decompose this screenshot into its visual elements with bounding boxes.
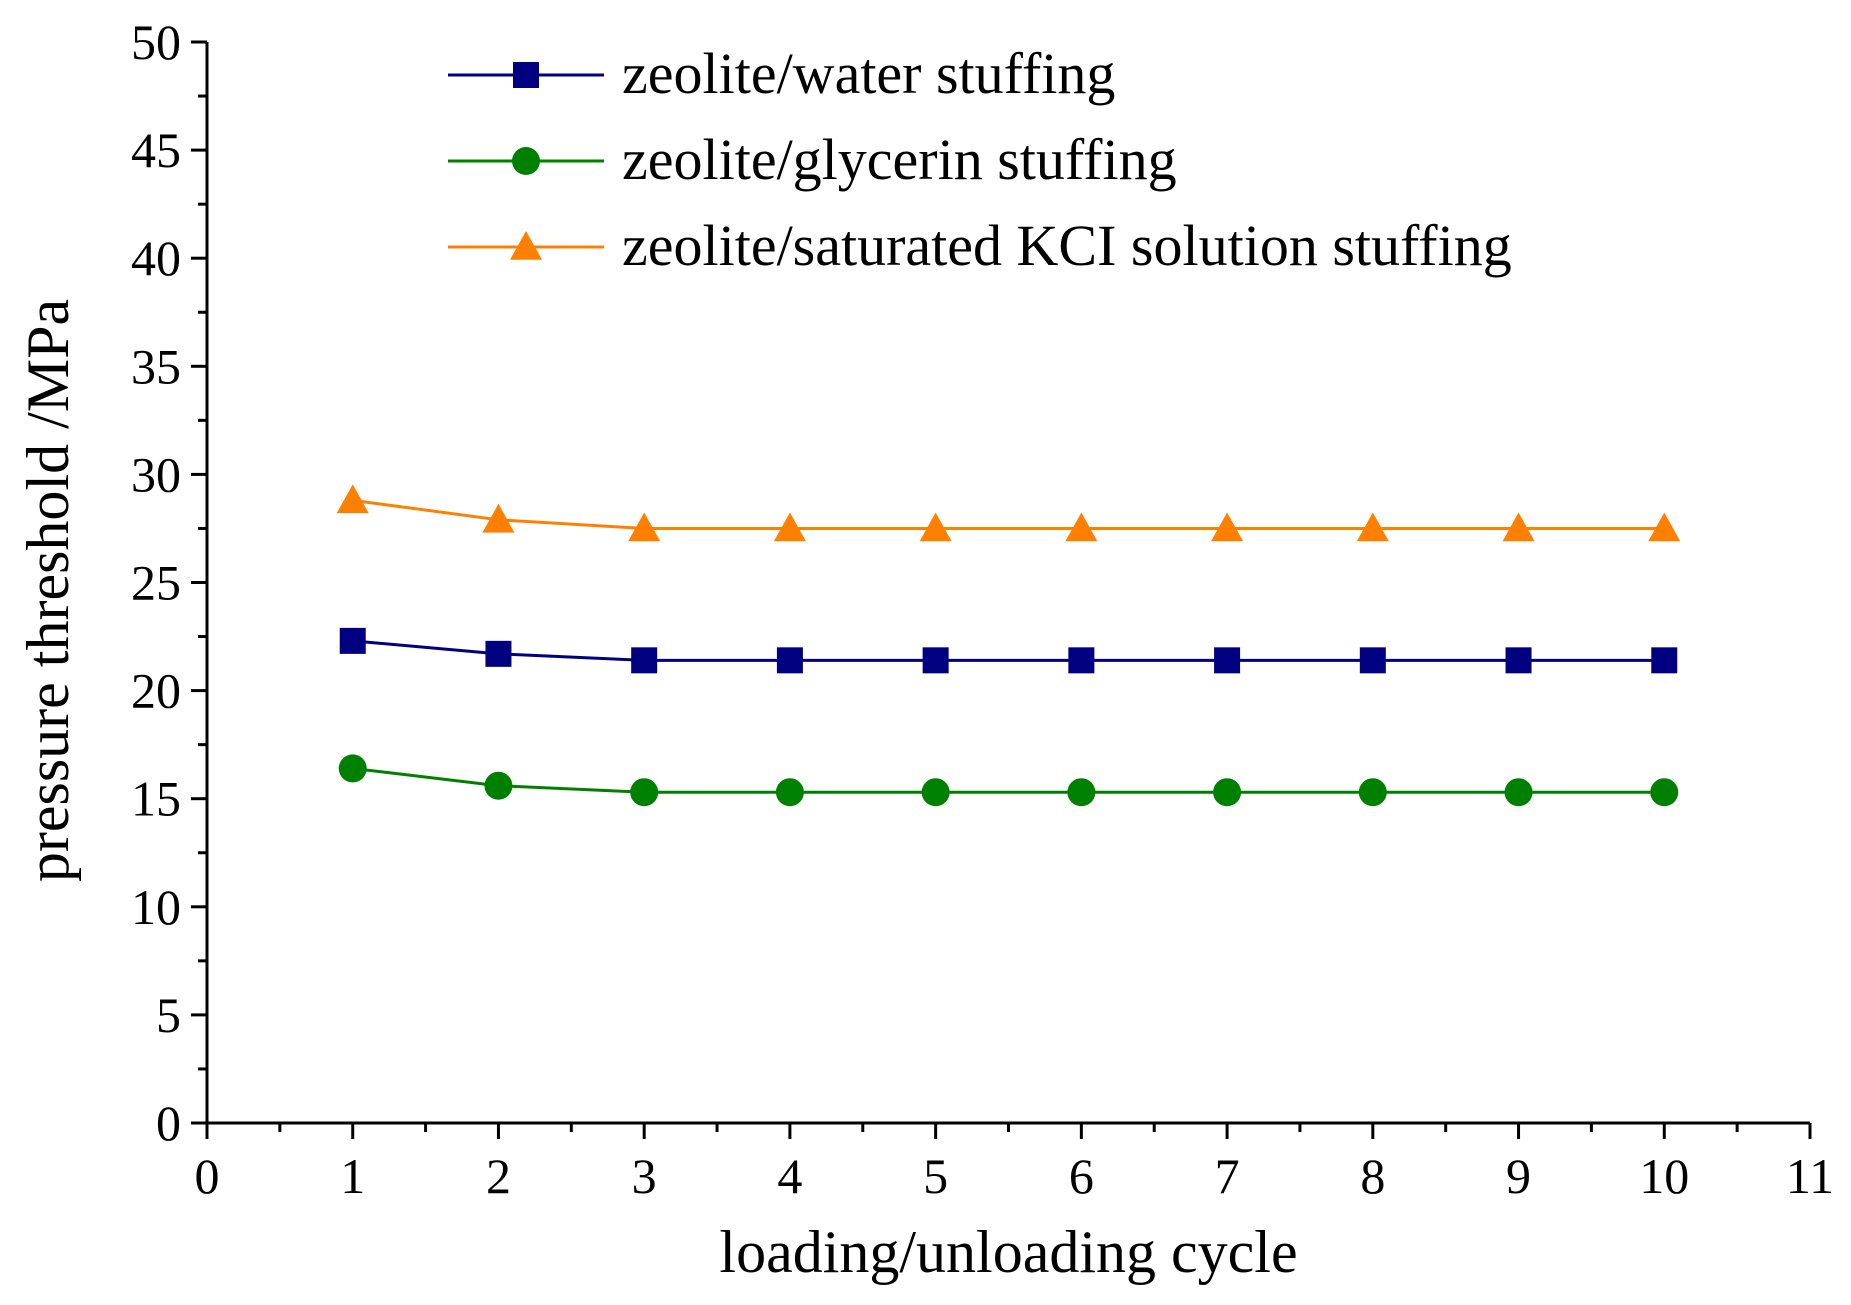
x-tick-label: 10 — [1639, 1148, 1689, 1204]
data-point — [1359, 647, 1386, 674]
x-tick-label: 11 — [1786, 1148, 1834, 1204]
series-3 — [336, 484, 1681, 542]
y-tick-label: 30 — [131, 446, 181, 502]
data-point — [1358, 778, 1387, 807]
legend-label: zeolite/glycerin stuffing — [622, 127, 1177, 192]
legend-label: zeolite/saturated KCI solution stuffing — [622, 213, 1512, 278]
data-point — [630, 778, 659, 807]
data-point — [631, 647, 658, 674]
data-point — [1504, 778, 1533, 807]
data-point — [776, 647, 803, 674]
data-point — [1505, 647, 1532, 674]
series-line — [352, 766, 1665, 794]
series-line — [352, 639, 1665, 662]
x-tick-label: 8 — [1360, 1148, 1385, 1204]
y-tick-label: 25 — [131, 555, 181, 611]
x-tick-label: 3 — [632, 1148, 657, 1204]
data-point — [338, 754, 367, 783]
data-point — [485, 640, 512, 667]
data-point — [919, 512, 952, 542]
data-point — [1356, 512, 1389, 542]
data-point — [1502, 512, 1535, 542]
data-point — [1067, 778, 1096, 807]
y-tick-label: 50 — [131, 14, 181, 70]
data-point — [1213, 778, 1242, 807]
data-point — [1068, 647, 1095, 674]
series-layer — [336, 484, 1681, 807]
series-2 — [338, 754, 1679, 807]
data-point — [1648, 512, 1681, 542]
x-tick-label: 9 — [1506, 1148, 1531, 1204]
legend-marker — [510, 231, 542, 260]
data-point — [1065, 512, 1098, 542]
x-tick-label: 1 — [340, 1148, 365, 1204]
data-point — [482, 503, 515, 533]
x-axis-title: loading/unloading cycle — [719, 1219, 1297, 1285]
data-point — [773, 512, 806, 542]
data-point — [1650, 778, 1679, 807]
data-point — [336, 484, 369, 514]
legend: zeolite/water stuffing zeolite/glycerin s… — [448, 41, 1512, 278]
x-tick-label: 6 — [1069, 1148, 1094, 1204]
legend-marker — [513, 62, 539, 88]
x-tick-label: 7 — [1215, 1148, 1240, 1204]
legend-label: zeolite/water stuffing — [622, 41, 1115, 106]
y-tick-label: 10 — [131, 879, 181, 935]
x-tick-label: 4 — [777, 1148, 802, 1204]
legend-marker — [512, 147, 540, 175]
data-point — [1211, 512, 1244, 542]
series-line — [352, 498, 1665, 530]
legend-item: zeolite/saturated KCI solution stuffing — [448, 213, 1512, 278]
legend-item: zeolite/water stuffing — [448, 41, 1115, 106]
data-point — [921, 778, 950, 807]
y-tick-label: 5 — [156, 987, 181, 1043]
data-point — [775, 778, 804, 807]
data-point — [484, 771, 513, 800]
y-tick-label: 40 — [131, 230, 181, 286]
series-1 — [339, 627, 1678, 674]
y-axis-title: pressure threshold /MPa — [15, 299, 81, 882]
data-point — [339, 627, 366, 654]
y-tick-label: 15 — [131, 771, 181, 827]
data-point — [1214, 647, 1241, 674]
x-tick-label: 2 — [486, 1148, 511, 1204]
data-point — [628, 512, 661, 542]
legend-item: zeolite/glycerin stuffing — [448, 127, 1177, 192]
data-point — [1651, 647, 1678, 674]
x-tick-label: 5 — [923, 1148, 948, 1204]
y-tick-label: 20 — [131, 663, 181, 719]
y-tick-label: 0 — [156, 1095, 181, 1151]
data-point — [922, 647, 949, 674]
y-tick-label: 45 — [131, 122, 181, 178]
y-tick-label: 35 — [131, 338, 181, 394]
x-tick-label: 0 — [195, 1148, 220, 1204]
